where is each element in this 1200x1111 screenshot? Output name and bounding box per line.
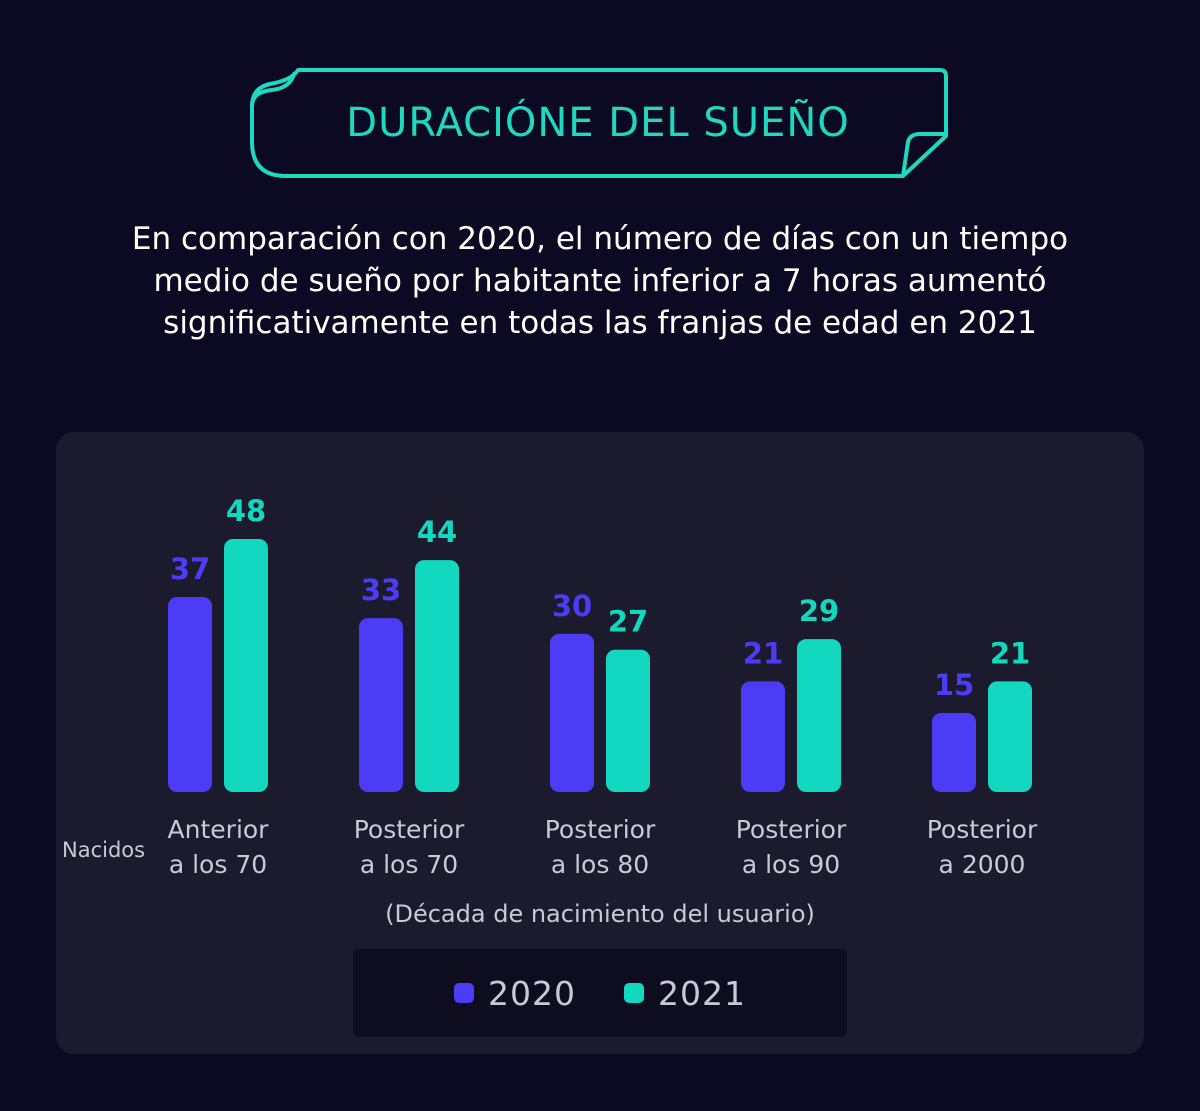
x-tick-label-4-1: a 2000	[939, 850, 1026, 879]
x-tick-label-0-0: Anterior	[168, 815, 270, 844]
data-label-2021-4: 21	[990, 636, 1030, 670]
legend-item-2020: 2020	[454, 974, 576, 1013]
x-tick-label-0-1: a los 70	[169, 850, 267, 879]
bar-2021-2	[606, 649, 650, 792]
legend-item-2021: 2021	[624, 974, 746, 1013]
chart-panel: 37 48 Anterior a los 70 33 44 Posterior a los 7…	[56, 432, 1144, 1054]
x-tick-label-1-1: a los 70	[360, 850, 458, 879]
x-tick-label-3-0: Posterior	[736, 815, 847, 844]
data-label-2020-3: 21	[743, 636, 783, 670]
data-label-2021-2: 27	[608, 605, 648, 639]
bar-chart: 37 48 Anterior a los 70 33 44 Posterior a los 7…	[168, 494, 1038, 879]
legend-label-2021: 2021	[658, 973, 746, 1013]
bar-2021-0	[224, 539, 268, 792]
data-label-2021-3: 29	[799, 594, 839, 628]
bar-2020-3	[741, 681, 785, 792]
data-label-2021-1: 44	[417, 515, 457, 549]
x-tick-label-2-0: Posterior	[545, 815, 656, 844]
x-axis-title: (Década de nacimiento del usuario)	[385, 900, 815, 928]
bar-2021-4	[988, 681, 1032, 792]
legend-swatch-2021	[624, 983, 644, 1003]
legend: 2020 2021	[353, 949, 847, 1037]
data-label-2021-0: 48	[226, 494, 266, 528]
bar-2020-2	[550, 633, 594, 792]
banner-title: DURACIÓNE DEL SUEÑO	[346, 100, 850, 146]
x-tick-label-1-0: Posterior	[354, 815, 465, 844]
title-banner: DURACIÓNE DEL SUEÑO	[238, 58, 960, 188]
banner-frame	[250, 68, 948, 178]
bar-2021-1	[415, 560, 459, 792]
bar-2020-0	[168, 596, 212, 792]
legend-swatch-2020	[454, 983, 475, 1003]
x-tick-label-2-1: a los 80	[551, 850, 649, 879]
data-label-2020-4: 15	[934, 668, 974, 702]
bar-2020-1	[359, 618, 403, 792]
x-tick-label-3-1: a los 90	[742, 850, 840, 879]
subtitle: En comparación con 2020, el número de dí…	[131, 221, 1069, 341]
born-label: Nacidos	[62, 838, 146, 862]
data-label-2020-1: 33	[361, 573, 401, 607]
legend-label-2020: 2020	[488, 973, 576, 1013]
bar-2021-3	[797, 639, 841, 792]
data-label-2020-0: 37	[170, 552, 210, 586]
x-tick-label-4-0: Posterior	[927, 815, 1038, 844]
data-label-2020-2: 30	[552, 589, 592, 623]
bar-2020-4	[932, 712, 976, 792]
